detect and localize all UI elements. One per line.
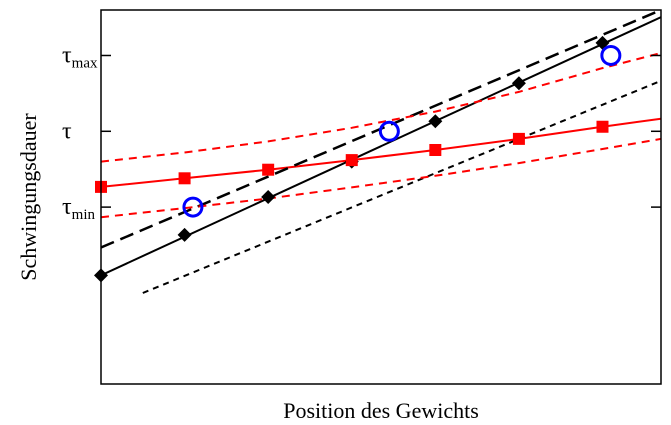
series-6-point-2: [600, 44, 622, 66]
y-tick-label-1: τ: [62, 118, 72, 144]
series-0-point-4: [428, 114, 443, 129]
series-1-point-2: [262, 163, 275, 176]
series-0-point-5: [511, 76, 526, 91]
series-1-line: [101, 117, 661, 188]
series-1-point-3: [345, 154, 358, 167]
series-6-point-1: [378, 120, 400, 142]
series-1-point-5: [512, 132, 525, 145]
series-0-point-1: [177, 227, 192, 242]
series-1-point-4: [429, 143, 442, 156]
plot-markers: [94, 35, 622, 283]
series-3-line: [142, 79, 661, 294]
series-0-line: [101, 16, 661, 277]
plot-frame: [100, 9, 662, 385]
series-6-point-0: [182, 196, 204, 218]
series-5-line: [101, 137, 661, 219]
series-4-line: [101, 52, 661, 163]
y-axis-label: Schwingungsdauer: [16, 113, 41, 281]
series-1-point-1: [178, 172, 191, 185]
y-tick-label-2: τmax: [62, 42, 98, 71]
series-1-point-6: [596, 120, 609, 133]
y-axis: τmin τ τmax: [62, 42, 661, 223]
series-0-point-2: [261, 190, 276, 204]
plot-curves: [101, 10, 661, 294]
x-axis-label: Position des Gewichts: [283, 398, 479, 423]
y-tick-label-0: τmin: [62, 194, 95, 223]
